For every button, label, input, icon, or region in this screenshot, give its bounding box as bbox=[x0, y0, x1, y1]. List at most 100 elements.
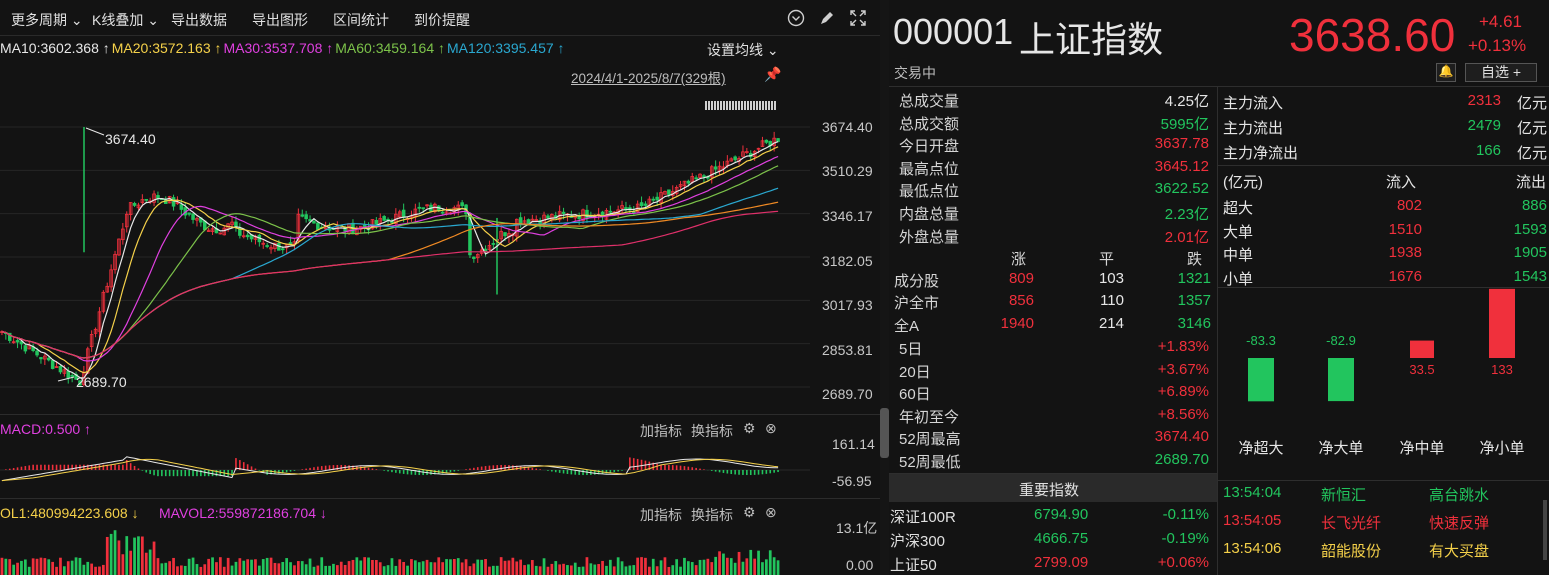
volume-bar bbox=[215, 562, 218, 575]
fund-label: 主力净流出 bbox=[1223, 145, 1299, 162]
volume-bar bbox=[343, 564, 347, 575]
candle-body bbox=[487, 245, 492, 250]
close-icon[interactable]: ⊗ bbox=[765, 420, 777, 436]
tick-stock-name[interactable]: 长飞光纤 bbox=[1321, 515, 1382, 532]
export-data-button[interactable]: 导出数据 bbox=[171, 12, 227, 28]
gear-icon[interactable]: ⚙ bbox=[743, 504, 756, 520]
trading-status: 交易中 bbox=[894, 65, 936, 81]
date-range-label[interactable]: 2024/4/1-2025/8/7(329根) bbox=[571, 71, 726, 86]
ma-settings-menu[interactable]: 设置均线 ⌄ bbox=[707, 42, 779, 58]
switch-indicator-button[interactable]: 换指标 bbox=[691, 507, 733, 523]
breadth-row-label: 全A bbox=[894, 317, 920, 335]
net-flow-category: 净超大 bbox=[1238, 440, 1283, 457]
scrollbar[interactable] bbox=[1543, 500, 1547, 560]
candle-body bbox=[66, 370, 71, 379]
volume-bar bbox=[608, 559, 612, 575]
important-index-name[interactable]: 深证100R bbox=[890, 509, 956, 526]
fund-in: 802 bbox=[1396, 197, 1422, 214]
y-tick: 3182.05 bbox=[822, 253, 873, 269]
candle-body bbox=[772, 137, 776, 147]
stock-code: 000001 bbox=[893, 11, 1014, 52]
breadth-down: 1357 bbox=[1177, 292, 1211, 310]
candle-body bbox=[230, 221, 234, 226]
y-tick: 2689.70 bbox=[822, 386, 873, 402]
candle-body bbox=[425, 204, 429, 207]
volume-chart bbox=[0, 530, 780, 575]
fund-out: 1593 bbox=[1513, 220, 1547, 238]
high-marker-label: 3674.40 bbox=[105, 131, 156, 147]
bell-icon[interactable]: 🔔 bbox=[1436, 63, 1456, 82]
add-watchlist-button[interactable]: 自选 + bbox=[1465, 63, 1537, 82]
volume-bar bbox=[105, 536, 109, 575]
stat-label: 内盘总量 bbox=[899, 206, 960, 223]
range-stats-button[interactable]: 区间统计 bbox=[333, 12, 389, 28]
volume-bar bbox=[203, 564, 207, 575]
draw-pen-icon[interactable] bbox=[818, 9, 836, 31]
tick-stock-name[interactable]: 新恒汇 bbox=[1321, 487, 1367, 504]
volume-bar bbox=[554, 561, 558, 575]
candle-body bbox=[187, 212, 191, 215]
volume-bar bbox=[98, 566, 101, 575]
perf-label: 52周最低 bbox=[899, 454, 961, 471]
volume-bar bbox=[659, 560, 663, 575]
volume-bar bbox=[125, 536, 129, 575]
kline-overlay-menu[interactable]: K线叠加 ⌄ bbox=[92, 12, 159, 28]
volume-bar bbox=[507, 560, 511, 575]
candle-body bbox=[11, 341, 16, 344]
candle-body bbox=[109, 269, 113, 288]
scrollbar[interactable] bbox=[880, 408, 889, 458]
pin-icon[interactable]: 📌 bbox=[764, 66, 782, 82]
volume-bar bbox=[620, 561, 624, 575]
more-period-menu[interactable]: 更多周期 ⌄ bbox=[11, 12, 83, 28]
volume-bar bbox=[737, 551, 741, 575]
volume-bar bbox=[441, 562, 445, 575]
volume-bar bbox=[605, 565, 608, 575]
volume-bar bbox=[745, 558, 749, 575]
volume-bar bbox=[386, 565, 390, 575]
zoom-handle[interactable] bbox=[705, 101, 777, 110]
candle-body bbox=[401, 209, 406, 218]
divider bbox=[889, 86, 1549, 87]
fund-table-header: 流出 bbox=[1516, 174, 1547, 191]
export-image-button[interactable]: 导出图形 bbox=[252, 12, 308, 28]
fund-table-label: 小单 bbox=[1223, 270, 1254, 288]
collapse-icon[interactable] bbox=[787, 9, 805, 31]
volume-bar bbox=[328, 565, 331, 575]
volume-bar bbox=[527, 564, 530, 575]
tick-time: 13:54:04 bbox=[1223, 484, 1282, 501]
chevron-down-icon: ⌄ bbox=[70, 12, 83, 28]
volume-bar bbox=[569, 565, 573, 575]
stat-value: 5995亿 bbox=[1160, 115, 1209, 133]
price-alert-button[interactable]: 到价提醒 bbox=[414, 12, 470, 28]
candle-body bbox=[370, 219, 375, 230]
divider bbox=[1217, 287, 1549, 288]
important-index-name[interactable]: 沪深300 bbox=[890, 533, 946, 550]
fund-out: 1543 bbox=[1513, 267, 1547, 285]
volume-bar bbox=[316, 565, 320, 575]
candle-body bbox=[19, 341, 24, 345]
stat-label: 今日开盘 bbox=[899, 138, 960, 156]
tick-stock-name[interactable]: 韶能股份 bbox=[1321, 543, 1382, 560]
volume-bar bbox=[733, 562, 737, 575]
close-icon[interactable]: ⊗ bbox=[765, 504, 777, 520]
candle-body bbox=[300, 214, 305, 217]
fullscreen-icon[interactable] bbox=[849, 9, 867, 31]
switch-indicator-button[interactable]: 换指标 bbox=[691, 423, 733, 439]
volume-bar bbox=[277, 563, 281, 575]
volume-bar bbox=[242, 560, 246, 575]
breadth-up: 1940 bbox=[1000, 314, 1034, 332]
candle-body bbox=[694, 177, 698, 180]
volume-bar bbox=[398, 559, 402, 575]
add-indicator-button[interactable]: 加指标 bbox=[640, 423, 682, 439]
important-index-value: 6794.90 bbox=[1034, 506, 1089, 523]
important-index-name[interactable]: 上证50 bbox=[890, 557, 937, 574]
volume-bar bbox=[31, 558, 35, 575]
volume-bar bbox=[109, 533, 113, 575]
volume-bar bbox=[296, 561, 300, 575]
add-indicator-button[interactable]: 加指标 bbox=[640, 507, 682, 523]
stat-label: 外盘总量 bbox=[899, 228, 960, 246]
price-change-pct: +0.13% bbox=[1468, 36, 1527, 55]
candle-body bbox=[179, 204, 184, 210]
candle-body bbox=[756, 147, 761, 150]
gear-icon[interactable]: ⚙ bbox=[743, 420, 756, 436]
